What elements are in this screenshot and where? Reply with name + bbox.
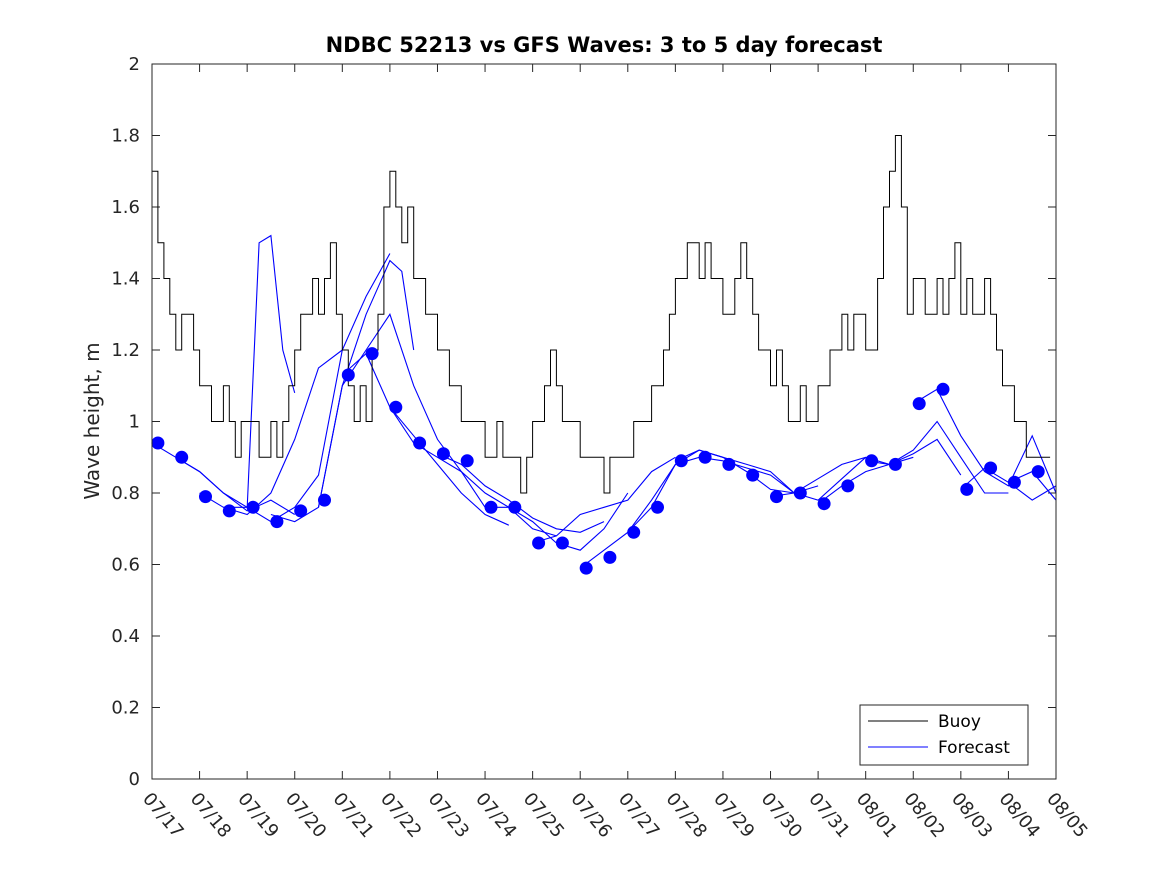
legend: Buoy Forecast: [859, 704, 1029, 766]
y-tick-label: 0.6: [111, 555, 140, 576]
forecast-point: [341, 368, 355, 382]
forecast-point: [817, 497, 831, 511]
y-tick-label: 1.4: [111, 269, 140, 290]
y-tick-label: 0.8: [111, 483, 140, 504]
y-tick-label: 0.2: [111, 698, 140, 719]
y-tick-label: 0.4: [111, 626, 140, 647]
forecast-point: [270, 515, 284, 529]
legend-box: [859, 704, 1029, 766]
forecast-point: [199, 490, 212, 504]
y-tick-label: 1.8: [111, 126, 140, 147]
forecast-point: [746, 468, 760, 482]
buoy-line: [152, 135, 1051, 494]
forecast-point: [579, 561, 593, 575]
forecast-point: [389, 400, 403, 414]
forecast-point: [888, 457, 902, 471]
y-tick-label: 1.2: [111, 340, 140, 361]
buoy-series: [152, 135, 1051, 494]
forecast-point: [222, 504, 236, 518]
forecast-point: [294, 504, 308, 518]
forecast-point: [936, 382, 950, 396]
forecast-point: [984, 461, 998, 475]
forecast-point: [865, 454, 879, 468]
forecast-point: [603, 550, 617, 564]
forecast-point: [436, 447, 450, 461]
forecast-point: [722, 457, 736, 471]
plot-area: [152, 64, 1056, 779]
y-axis-ticks: 0 0.2 0.4 0.6 0.8 1 1.2 1.4 1.6 1.8 2: [111, 54, 1056, 790]
forecast-run-line: [175, 234, 296, 509]
forecast-point: [698, 450, 712, 464]
forecast-point: [841, 479, 855, 493]
forecast-point: [365, 347, 379, 361]
y-tick-label: 1.6: [111, 197, 140, 218]
forecast-point: [1031, 465, 1045, 479]
legend-label-forecast: Forecast: [938, 738, 1010, 758]
forecast-point: [484, 500, 498, 514]
forecast-point: [151, 436, 165, 450]
forecast-point: [532, 536, 546, 550]
forecast-points: [151, 347, 1045, 575]
forecast-point: [318, 493, 331, 507]
chart-title: NDBC 52213 vs GFS Waves: 3 to 5 day fore…: [326, 33, 883, 57]
forecast-point: [175, 450, 189, 464]
forecast-point: [960, 482, 974, 496]
y-tick-label: 2: [129, 54, 140, 75]
forecast-point: [508, 500, 522, 514]
plot-frame: [151, 63, 1057, 780]
forecast-point: [1007, 475, 1021, 489]
forecast-run-line: [270, 259, 415, 523]
legend-label-buoy: Buoy: [938, 712, 981, 732]
forecast-point: [413, 436, 427, 450]
forecast-point: [793, 486, 807, 500]
forecast-point: [246, 500, 260, 514]
forecast-point: [770, 490, 783, 504]
forecast-point: [627, 525, 641, 539]
forecast-point: [912, 397, 926, 411]
forecast-point: [460, 454, 474, 468]
forecast-point: [555, 536, 569, 550]
forecast-run-line: [532, 456, 676, 544]
y-axis-label: Wave height, m: [80, 342, 104, 499]
forecast-point: [674, 454, 688, 468]
forecast-point: [651, 500, 664, 514]
y-tick-label: 0: [129, 769, 140, 790]
y-tick-label: 1: [129, 412, 140, 433]
